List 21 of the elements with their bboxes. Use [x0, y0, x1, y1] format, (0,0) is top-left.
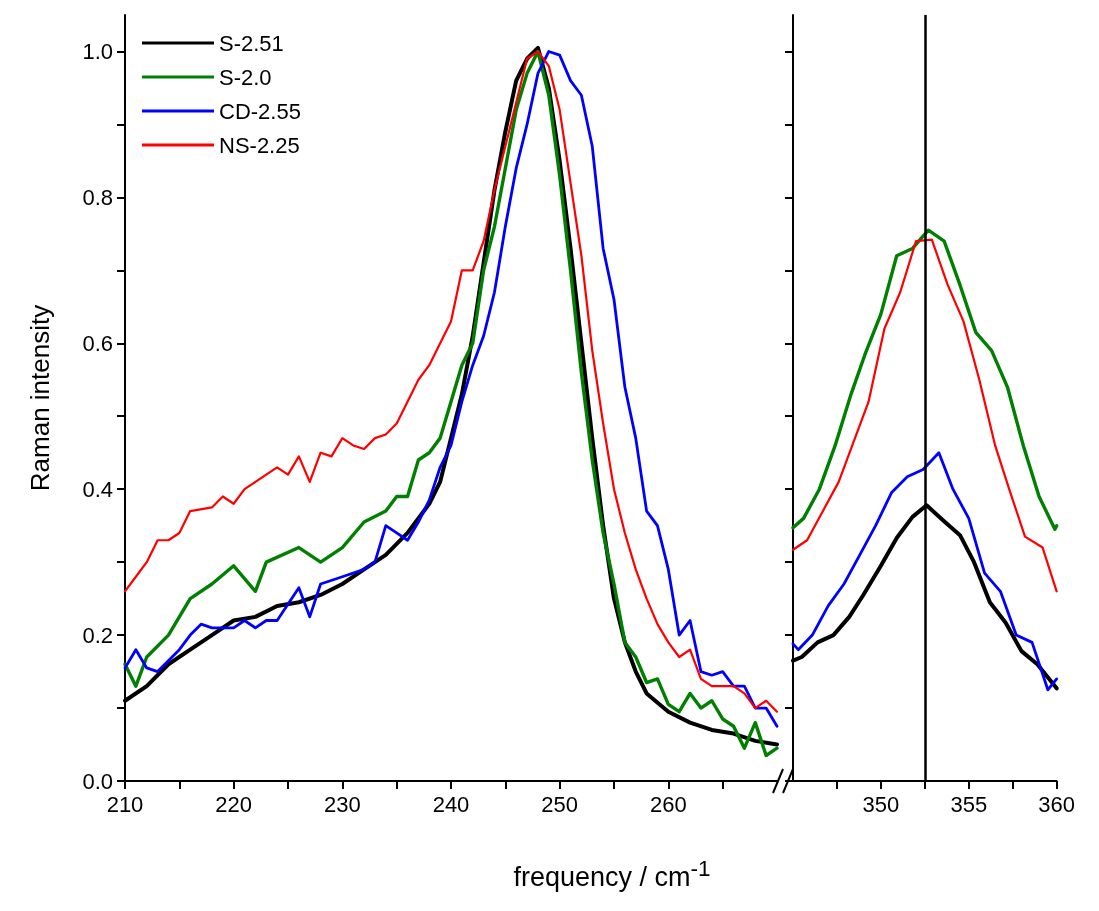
x-tick-label: 355 [950, 791, 988, 817]
x-tick-label: 360 [1038, 791, 1076, 817]
x-tick-label: 250 [541, 791, 579, 817]
x-tick-label: 230 [323, 791, 361, 817]
x-tick-label: 210 [106, 791, 144, 817]
y-tick-label: 0.8 [82, 184, 113, 210]
legend-label: S-2.0 [219, 64, 272, 90]
x-tick-label: 350 [862, 791, 900, 817]
y-axis-title: Raman intensity [25, 304, 55, 492]
x-tick-label: 260 [649, 791, 687, 817]
y-tick-label: 1.0 [82, 38, 113, 64]
x-axis-title: frequency / cm$^{-1}$ [512, 856, 712, 893]
y-tick-label: 0.4 [82, 476, 113, 502]
x-tick-label: 240 [432, 791, 470, 817]
y-tick-label: 0.2 [82, 622, 113, 648]
y-tick-label: 0.0 [82, 768, 113, 794]
legend-label: S-2.51 [219, 30, 284, 56]
legend-label: CD-2.55 [219, 98, 301, 124]
y-tick-label: 0.6 [82, 330, 113, 356]
x-tick-label: 220 [215, 791, 253, 817]
legend-label: NS-2.25 [219, 132, 300, 158]
